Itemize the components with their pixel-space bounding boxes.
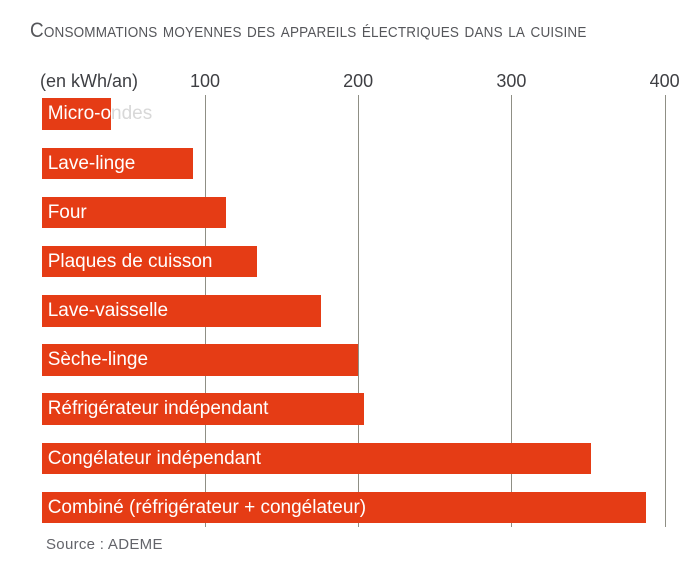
bar-r-frig-rateur-ind-pendant: Réfrigérateur indépendant [41, 393, 365, 425]
bar-four: Four [41, 196, 227, 229]
bar-lave-vaisselle: Lave-vaisselle [41, 295, 322, 327]
bar-label: Congélateur indépendant [47, 447, 262, 469]
axis-unit-label: (en kWh/an) [40, 71, 139, 91]
gridline-300 [511, 95, 513, 527]
bar-label: Combiné (réfrigérateur + congélateur) [47, 496, 367, 518]
bar-row: Lave-lingeLave-linge [0, 147, 700, 180]
axis-tick-400: 400 [649, 71, 680, 91]
bar-combin-r-frig-rateur-cong-lateur: Combiné (réfrigérateur + congélateur) [41, 491, 647, 524]
bar-label: Micro-ondes [47, 103, 112, 125]
bar-row: Plaques de cuissonPlaques de cuisson [0, 245, 700, 278]
bar-row: Combiné (réfrigérateur + congélateur)Com… [0, 491, 700, 524]
bar-label: Sèche-linge [47, 349, 149, 371]
bar-s-che-linge: Sèche-linge [41, 344, 359, 376]
bar-row: Lave-vaisselleLave-vaisselle [0, 295, 700, 327]
axis-tick-300: 300 [496, 71, 527, 91]
chart-title: Consommations moyennes des appareils éle… [30, 19, 587, 42]
bar-row: Réfrigérateur indépendantRéfrigérateur i… [0, 393, 700, 425]
bar-label: Réfrigérateur indépendant [47, 398, 269, 420]
bar-micro-ondes: Micro-ondes [41, 98, 112, 130]
axis-tick-100: 100 [189, 71, 221, 91]
bar-lave-linge: Lave-linge [41, 147, 193, 180]
bar-plaques-de-cuisson: Plaques de cuisson [41, 245, 258, 278]
bar-label: Plaques de cuisson [47, 250, 213, 272]
bar-row: Sèche-lingeSèche-linge [0, 344, 700, 376]
bar-label: Lave-vaisselle [47, 300, 169, 321]
bar-cong-lateur-ind-pendant: Congélateur indépendant [41, 442, 592, 475]
source-note: Source : ADEME [46, 536, 163, 553]
axis-tick-200: 200 [343, 71, 374, 91]
bar-row: FourFour [0, 196, 700, 229]
bar-row: Micro-ondesMicro-ondes [0, 98, 700, 130]
bar-label: Four [47, 201, 87, 223]
bar-label: Lave-linge [47, 152, 136, 174]
gridline-200 [358, 95, 360, 527]
gridline-400 [664, 95, 666, 527]
